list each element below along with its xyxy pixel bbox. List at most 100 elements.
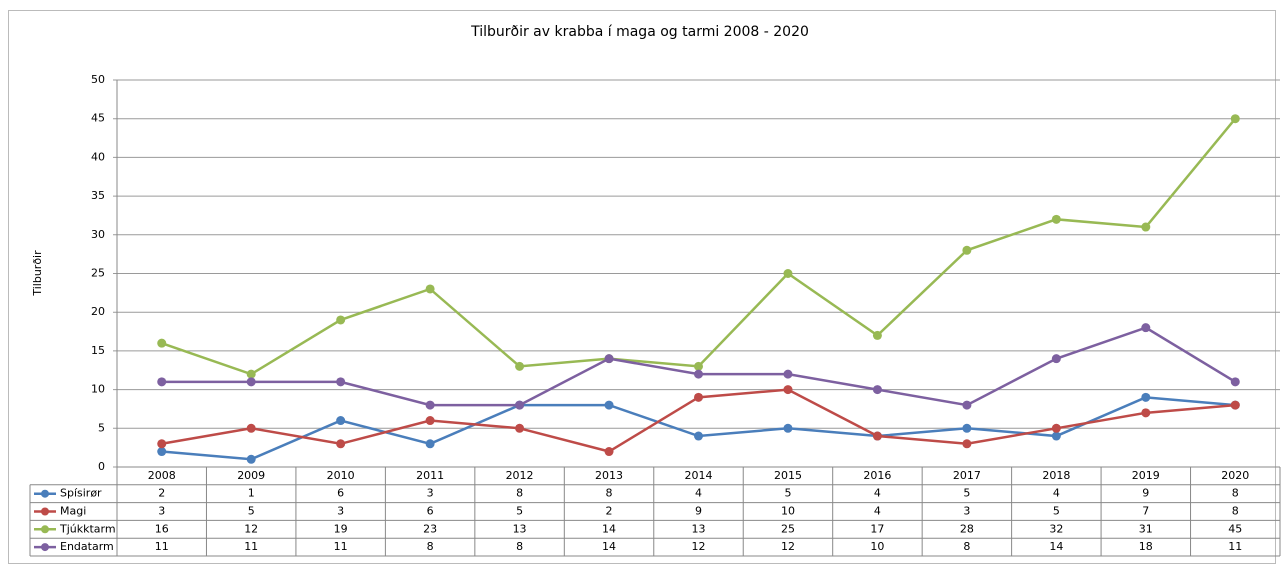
table-value: 14 [602, 522, 616, 535]
data-point [783, 423, 793, 433]
data-point [157, 447, 167, 457]
x-tick-label: 2015 [774, 469, 802, 482]
table-value: 7 [1142, 505, 1149, 518]
x-tick-label: 2014 [685, 469, 713, 482]
y-tick-label: 10 [91, 383, 105, 396]
data-point [515, 423, 525, 433]
table-value: 8 [1232, 487, 1239, 500]
data-point [336, 416, 346, 426]
data-point [694, 431, 703, 441]
y-tick-label: 15 [91, 344, 105, 357]
data-point [246, 369, 256, 379]
table-value: 31 [1139, 522, 1153, 535]
data-point [1051, 423, 1061, 433]
data-point [1230, 114, 1240, 124]
table-value: 11 [244, 540, 258, 553]
y-tick-label: 0 [98, 460, 105, 473]
table-value: 12 [692, 540, 706, 553]
data-point [515, 361, 525, 371]
chart-frame [8, 10, 1276, 564]
data-point [246, 377, 256, 387]
table-value: 10 [870, 540, 884, 553]
table-value: 8 [427, 540, 434, 553]
data-point [1230, 377, 1240, 387]
table-value: 14 [1049, 540, 1063, 553]
table-value: 4 [1053, 487, 1060, 500]
data-point [872, 385, 882, 395]
data-point [783, 269, 793, 278]
data-point [1141, 323, 1151, 333]
table-value: 11 [1228, 540, 1242, 553]
table-value: 12 [244, 522, 258, 535]
table-value: 14 [602, 540, 616, 553]
table-value: 3 [337, 505, 344, 518]
table-value: 2 [158, 487, 165, 500]
data-point [246, 454, 256, 464]
legend-label: Spísirør [60, 487, 102, 500]
y-tick-label: 25 [91, 267, 105, 280]
legend-label: Magi [60, 505, 86, 518]
legend-label: Endatarm [60, 540, 114, 553]
table-value: 11 [155, 540, 169, 553]
table-value: 11 [334, 540, 348, 553]
data-point [425, 439, 435, 449]
data-point [694, 369, 703, 379]
table-value: 3 [158, 505, 165, 518]
chart-title: Tilburðir av krabba í maga og tarmi 2008… [470, 24, 809, 40]
table-value: 17 [870, 522, 884, 535]
y-tick-label: 5 [98, 421, 105, 434]
data-point [1141, 222, 1151, 232]
table-value: 28 [960, 522, 974, 535]
y-tick-label: 50 [91, 73, 105, 86]
x-tick-label: 2020 [1221, 469, 1249, 482]
data-point [962, 400, 972, 410]
data-point [157, 338, 167, 348]
table-value: 2 [606, 505, 613, 518]
data-point [783, 369, 793, 379]
table-value: 13 [692, 522, 706, 535]
table-value: 6 [337, 487, 344, 500]
data-point [962, 439, 972, 449]
data-point [336, 315, 346, 325]
table-value: 18 [1139, 540, 1153, 553]
table-value: 5 [784, 487, 791, 500]
table-value: 8 [963, 540, 970, 553]
table-value: 8 [606, 487, 613, 500]
y-tick-label: 20 [91, 305, 105, 318]
data-point [336, 439, 346, 449]
table-value: 9 [695, 505, 702, 518]
table-value: 4 [695, 487, 702, 500]
data-point [962, 245, 972, 255]
table-value: 5 [516, 505, 523, 518]
table-value: 5 [248, 505, 255, 518]
legend-marker [41, 525, 49, 534]
data-point [872, 431, 882, 441]
legend-marker [41, 543, 49, 552]
table-value: 32 [1049, 522, 1063, 535]
table-value: 25 [781, 522, 795, 535]
table-value: 4 [874, 505, 881, 518]
data-point [515, 400, 525, 410]
table-value: 4 [874, 487, 881, 500]
x-tick-label: 2017 [953, 469, 981, 482]
data-point [604, 400, 614, 410]
table-value: 3 [963, 505, 970, 518]
data-point [694, 361, 703, 371]
table-value: 3 [427, 487, 434, 500]
x-tick-label: 2009 [237, 469, 265, 482]
y-tick-label: 40 [91, 150, 105, 163]
table-value: 19 [334, 522, 348, 535]
x-tick-label: 2011 [416, 469, 444, 482]
table-value: 6 [427, 505, 434, 518]
y-axis-label: Tilburðir [31, 250, 44, 297]
data-point [425, 416, 435, 426]
table-value: 8 [516, 487, 523, 500]
data-point [1051, 214, 1061, 224]
legend-marker [41, 489, 49, 498]
x-tick-label: 2012 [506, 469, 534, 482]
data-point [1230, 400, 1240, 410]
x-tick-label: 2016 [863, 469, 891, 482]
data-point [157, 439, 167, 449]
x-tick-label: 2010 [327, 469, 355, 482]
y-tick-label: 45 [91, 112, 105, 125]
